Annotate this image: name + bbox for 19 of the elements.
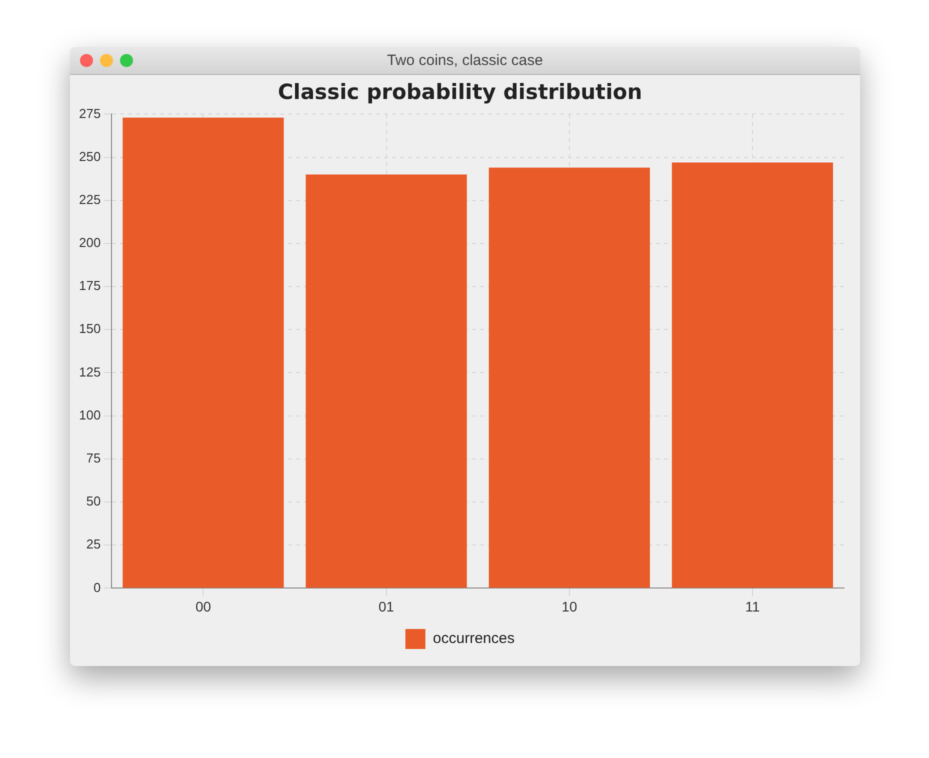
y-tick-label: 275 [78,106,101,121]
x-tick-label: 01 [378,598,394,614]
y-tick-label: 225 [78,192,101,207]
y-tick-label: 25 [86,536,101,552]
y-tick-label: 125 [78,364,101,380]
text: Two coins, classic case [387,52,543,69]
y-tick-label: 150 [78,321,101,336]
legend-label: occurrences [432,630,515,648]
y-tick-label: 75 [86,450,101,466]
y-tick-label: 0 [93,580,101,595]
y-tick-label: 175 [78,278,101,294]
chart-title: Classic probability distribution [278,80,642,104]
y-tick-label: 200 [78,235,101,250]
y-tick-label: 100 [78,407,101,422]
x-tick-label: 10 [562,598,578,614]
x-tick-label: 00 [195,598,212,614]
x-tick-label: 11 [745,598,760,614]
y-tick-label: 50 [86,494,101,509]
y-tick-label: 250 [78,148,101,164]
